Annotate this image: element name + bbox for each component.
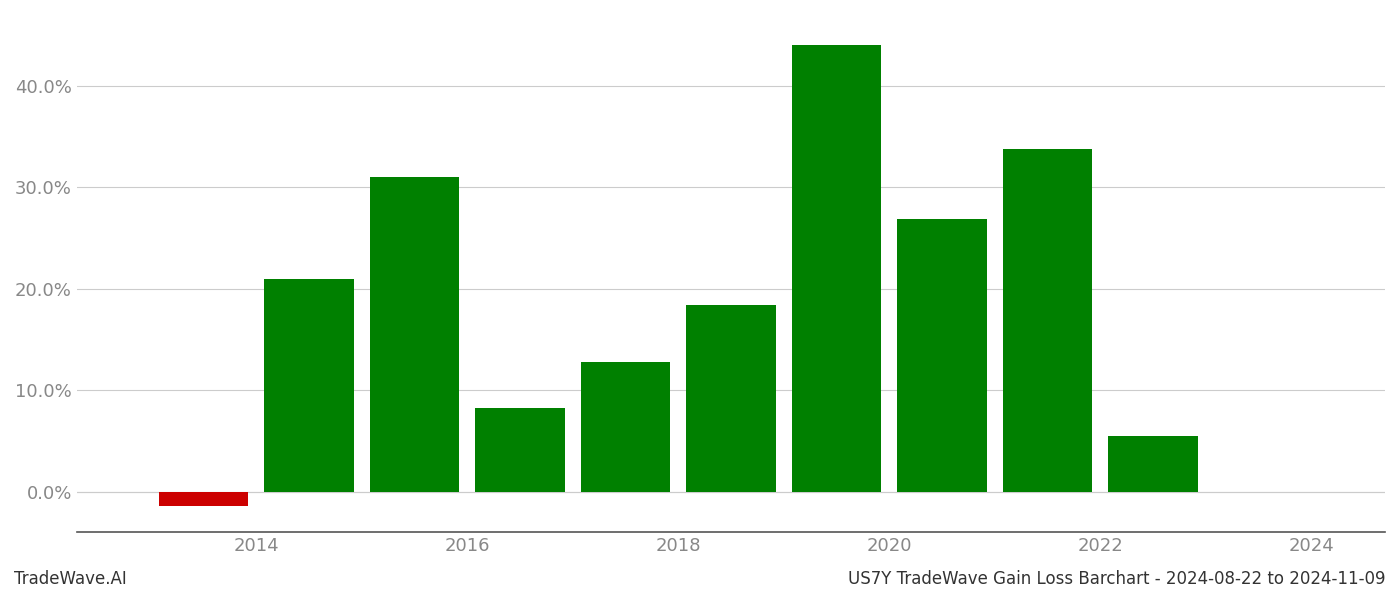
Bar: [791, 46, 881, 491]
Bar: [1107, 436, 1198, 491]
Text: TradeWave.AI: TradeWave.AI: [14, 570, 127, 588]
Bar: [581, 362, 671, 491]
Bar: [158, 491, 248, 506]
Text: US7Y TradeWave Gain Loss Barchart - 2024-08-22 to 2024-11-09: US7Y TradeWave Gain Loss Barchart - 2024…: [848, 570, 1386, 588]
Bar: [1002, 149, 1092, 491]
Bar: [686, 305, 776, 491]
Bar: [265, 278, 354, 491]
Bar: [475, 409, 564, 491]
Bar: [897, 219, 987, 491]
Bar: [370, 177, 459, 491]
